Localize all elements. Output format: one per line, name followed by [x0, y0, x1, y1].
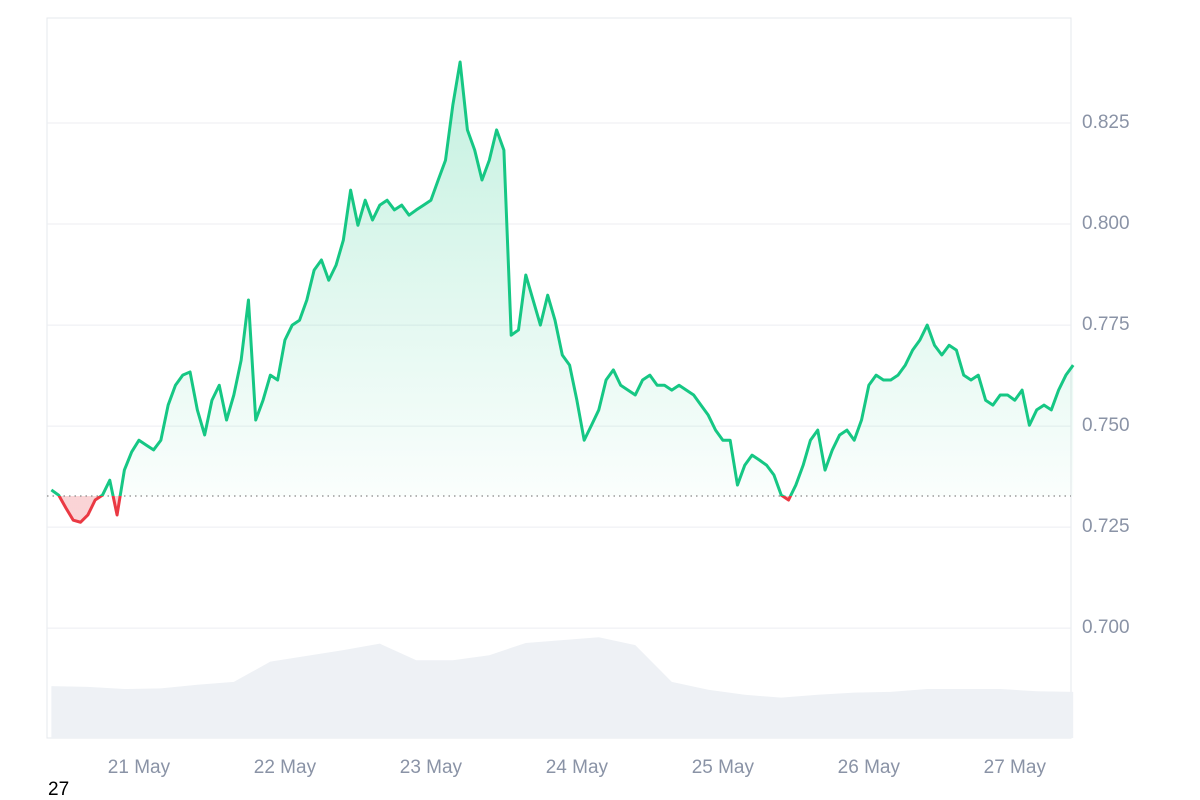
x-tick-label: 27 May [984, 757, 1047, 778]
corner-label: 27 [48, 779, 69, 800]
price-area [51, 62, 1074, 523]
x-tick-label: 23 May [400, 757, 463, 778]
volume-area [51, 637, 1074, 738]
y-tick-label: 0.750 [1082, 415, 1130, 436]
x-tick-label: 25 May [692, 757, 755, 778]
x-tick-label: 22 May [254, 757, 317, 778]
y-tick-label: 0.775 [1082, 314, 1130, 335]
x-tick-label: 24 May [546, 757, 609, 778]
y-tick-label: 0.725 [1082, 516, 1130, 537]
y-tick-label: 0.700 [1082, 617, 1130, 638]
y-tick-label: 0.825 [1082, 112, 1130, 133]
price-line [50, 60, 1075, 524]
x-tick-label: 26 May [838, 757, 901, 778]
x-tick-label: 21 May [108, 757, 171, 778]
y-tick-label: 0.800 [1082, 213, 1130, 234]
